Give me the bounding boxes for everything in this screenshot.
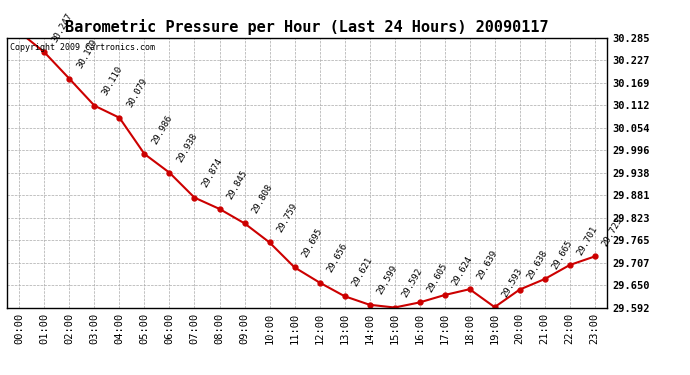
Text: 29.701: 29.701 xyxy=(575,224,599,257)
Text: 29.593: 29.593 xyxy=(500,266,524,299)
Text: 29.599: 29.599 xyxy=(375,264,399,297)
Text: 29.874: 29.874 xyxy=(200,157,224,189)
Title: Barometric Pressure per Hour (Last 24 Hours) 20090117: Barometric Pressure per Hour (Last 24 Ho… xyxy=(66,19,549,35)
Text: 30.299: 30.299 xyxy=(0,374,1,375)
Text: 29.638: 29.638 xyxy=(525,249,549,281)
Text: 30.110: 30.110 xyxy=(100,65,124,98)
Text: 30.179: 30.179 xyxy=(75,38,99,70)
Text: 29.639: 29.639 xyxy=(475,248,499,281)
Text: 29.986: 29.986 xyxy=(150,113,174,146)
Text: 29.808: 29.808 xyxy=(250,183,274,215)
Text: 30.079: 30.079 xyxy=(125,77,149,110)
Text: 29.723: 29.723 xyxy=(600,216,624,248)
Text: Copyright 2009 Cartronics.com: Copyright 2009 Cartronics.com xyxy=(10,43,155,52)
Text: 29.605: 29.605 xyxy=(425,262,449,294)
Text: 29.592: 29.592 xyxy=(400,267,424,299)
Text: 30.247: 30.247 xyxy=(50,12,74,44)
Text: 29.621: 29.621 xyxy=(350,255,374,288)
Text: 29.624: 29.624 xyxy=(450,254,474,287)
Text: 29.665: 29.665 xyxy=(550,238,574,271)
Text: 29.938: 29.938 xyxy=(175,132,199,164)
Text: 29.845: 29.845 xyxy=(225,168,249,201)
Text: 29.759: 29.759 xyxy=(275,202,299,234)
Text: 29.656: 29.656 xyxy=(325,242,349,274)
Text: 29.695: 29.695 xyxy=(300,226,324,259)
